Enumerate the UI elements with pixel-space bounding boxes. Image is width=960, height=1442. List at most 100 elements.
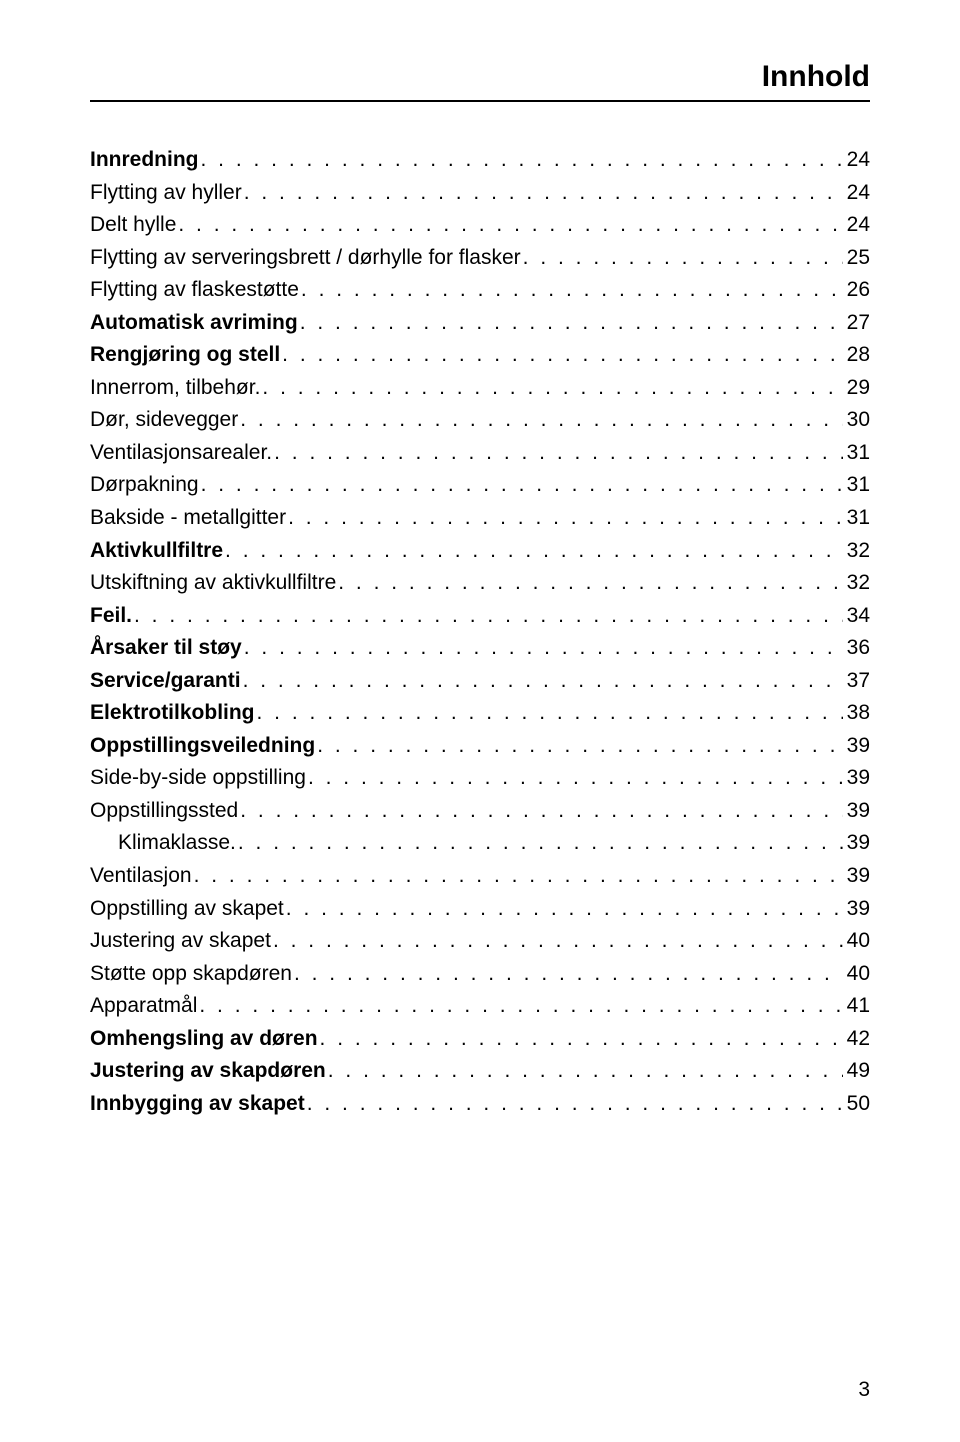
toc-page-number: 25 xyxy=(843,242,870,275)
toc-label: Oppstillingsveiledning xyxy=(90,730,315,763)
toc-leader-dots xyxy=(305,1088,843,1121)
toc-label: Innerrom, tilbehør. xyxy=(90,372,260,405)
toc-label: Ventilasjonsarealer. xyxy=(90,437,272,470)
toc-row: Ventilasjonsarealer.31 xyxy=(90,437,870,470)
toc-leader-dots xyxy=(241,665,843,698)
toc-leader-dots xyxy=(292,958,843,991)
toc-label: Omhengsling av døren xyxy=(90,1023,318,1056)
toc-row: Dørpakning 31 xyxy=(90,469,870,502)
toc-row: Feil.34 xyxy=(90,600,870,633)
toc-leader-dots xyxy=(223,535,843,568)
toc-leader-dots xyxy=(318,1023,843,1056)
toc-leader-dots xyxy=(280,339,842,372)
toc-row: Side-by-side oppstilling39 xyxy=(90,762,870,795)
toc-page-number: 39 xyxy=(843,860,870,893)
toc-page-number: 39 xyxy=(843,730,870,763)
toc-label: Automatisk avriming xyxy=(90,307,298,340)
toc-label: Dørpakning xyxy=(90,469,199,502)
toc-row: Flytting av serveringsbrett / dørhylle f… xyxy=(90,242,870,275)
toc-leader-dots xyxy=(272,437,843,470)
toc-leader-dots xyxy=(236,827,843,860)
toc-row: Årsaker til støy 36 xyxy=(90,632,870,665)
toc-page-number: 31 xyxy=(843,469,870,502)
toc-leader-dots xyxy=(260,372,842,405)
toc-page-number: 28 xyxy=(843,339,870,372)
toc-leader-dots xyxy=(199,469,843,502)
toc-leader-dots xyxy=(306,762,843,795)
toc-leader-dots xyxy=(197,990,842,1023)
toc-label: Ventilasjon xyxy=(90,860,192,893)
table-of-contents: Innredning24Flytting av hyller24Delt hyl… xyxy=(90,144,870,1120)
header-row: Innhold xyxy=(90,60,870,102)
toc-leader-dots xyxy=(176,209,842,242)
toc-label: Oppstillingssted xyxy=(90,795,238,828)
toc-row: Bakside - metallgitter 31 xyxy=(90,502,870,535)
toc-page-number: 32 xyxy=(843,535,870,568)
toc-row: Automatisk avriming 27 xyxy=(90,307,870,340)
toc-page-number: 36 xyxy=(843,632,870,665)
toc-leader-dots xyxy=(336,567,842,600)
toc-label: Justering av skapdøren xyxy=(90,1055,326,1088)
toc-leader-dots xyxy=(255,697,843,730)
toc-page-number: 39 xyxy=(843,762,870,795)
toc-row: Rengjøring og stell28 xyxy=(90,339,870,372)
toc-label: Bakside - metallgitter xyxy=(90,502,286,535)
toc-row: Oppstillingssted 39 xyxy=(90,795,870,828)
toc-row: Justering av skapdøren 49 xyxy=(90,1055,870,1088)
toc-row: Innbygging av skapet 50 xyxy=(90,1088,870,1121)
toc-label: Årsaker til støy xyxy=(90,632,242,665)
toc-row: Flytting av flaskestøtte 26 xyxy=(90,274,870,307)
toc-leader-dots xyxy=(192,860,843,893)
toc-page-number: 31 xyxy=(843,502,870,535)
toc-leader-dots xyxy=(298,307,843,340)
page-container: Innhold Innredning24Flytting av hyller24… xyxy=(0,0,960,1442)
toc-page-number: 41 xyxy=(843,990,870,1023)
toc-row: Oppstilling av skapet39 xyxy=(90,893,870,926)
toc-page-number: 40 xyxy=(843,958,870,991)
toc-page-number: 26 xyxy=(843,274,870,307)
toc-leader-dots xyxy=(238,404,842,437)
toc-row: Omhengsling av døren 42 xyxy=(90,1023,870,1056)
toc-leader-dots xyxy=(238,795,842,828)
toc-row: Justering av skapet40 xyxy=(90,925,870,958)
toc-page-number: 38 xyxy=(843,697,870,730)
toc-leader-dots xyxy=(242,177,843,210)
toc-page-number: 27 xyxy=(843,307,870,340)
toc-page-number: 39 xyxy=(843,795,870,828)
toc-leader-dots xyxy=(521,242,843,275)
toc-page-number: 24 xyxy=(843,144,870,177)
toc-leader-dots xyxy=(242,632,843,665)
toc-leader-dots xyxy=(326,1055,843,1088)
toc-page-number: 24 xyxy=(843,177,870,210)
toc-row: Klimaklasse.39 xyxy=(90,827,870,860)
toc-page-number: 32 xyxy=(843,567,870,600)
toc-page-number: 24 xyxy=(843,209,870,242)
toc-label: Flytting av flaskestøtte xyxy=(90,274,299,307)
toc-page-number: 29 xyxy=(843,372,870,405)
toc-leader-dots xyxy=(199,144,843,177)
toc-label: Støtte opp skapdøren xyxy=(90,958,292,991)
toc-page-number: 50 xyxy=(843,1088,870,1121)
toc-page-number: 42 xyxy=(843,1023,870,1056)
toc-row: Dør, sidevegger30 xyxy=(90,404,870,437)
toc-page-number: 39 xyxy=(843,827,870,860)
toc-row: Service/garanti37 xyxy=(90,665,870,698)
toc-page-number: 49 xyxy=(843,1055,870,1088)
toc-label: Feil. xyxy=(90,600,132,633)
toc-label: Utskiftning av aktivkullfiltre xyxy=(90,567,336,600)
toc-leader-dots xyxy=(315,730,842,763)
toc-page-number: 40 xyxy=(843,925,870,958)
toc-row: Aktivkullfiltre32 xyxy=(90,535,870,568)
toc-leader-dots xyxy=(299,274,843,307)
toc-page-number: 30 xyxy=(843,404,870,437)
toc-page-number: 37 xyxy=(843,665,870,698)
toc-row: Utskiftning av aktivkullfiltre 32 xyxy=(90,567,870,600)
toc-label: Apparatmål xyxy=(90,990,197,1023)
page-number: 3 xyxy=(858,1378,870,1402)
toc-label: Innbygging av skapet xyxy=(90,1088,305,1121)
toc-row: Flytting av hyller24 xyxy=(90,177,870,210)
toc-row: Innerrom, tilbehør. 29 xyxy=(90,372,870,405)
toc-label: Flytting av serveringsbrett / dørhylle f… xyxy=(90,242,521,275)
toc-row: Apparatmål 41 xyxy=(90,990,870,1023)
toc-row: Delt hylle24 xyxy=(90,209,870,242)
